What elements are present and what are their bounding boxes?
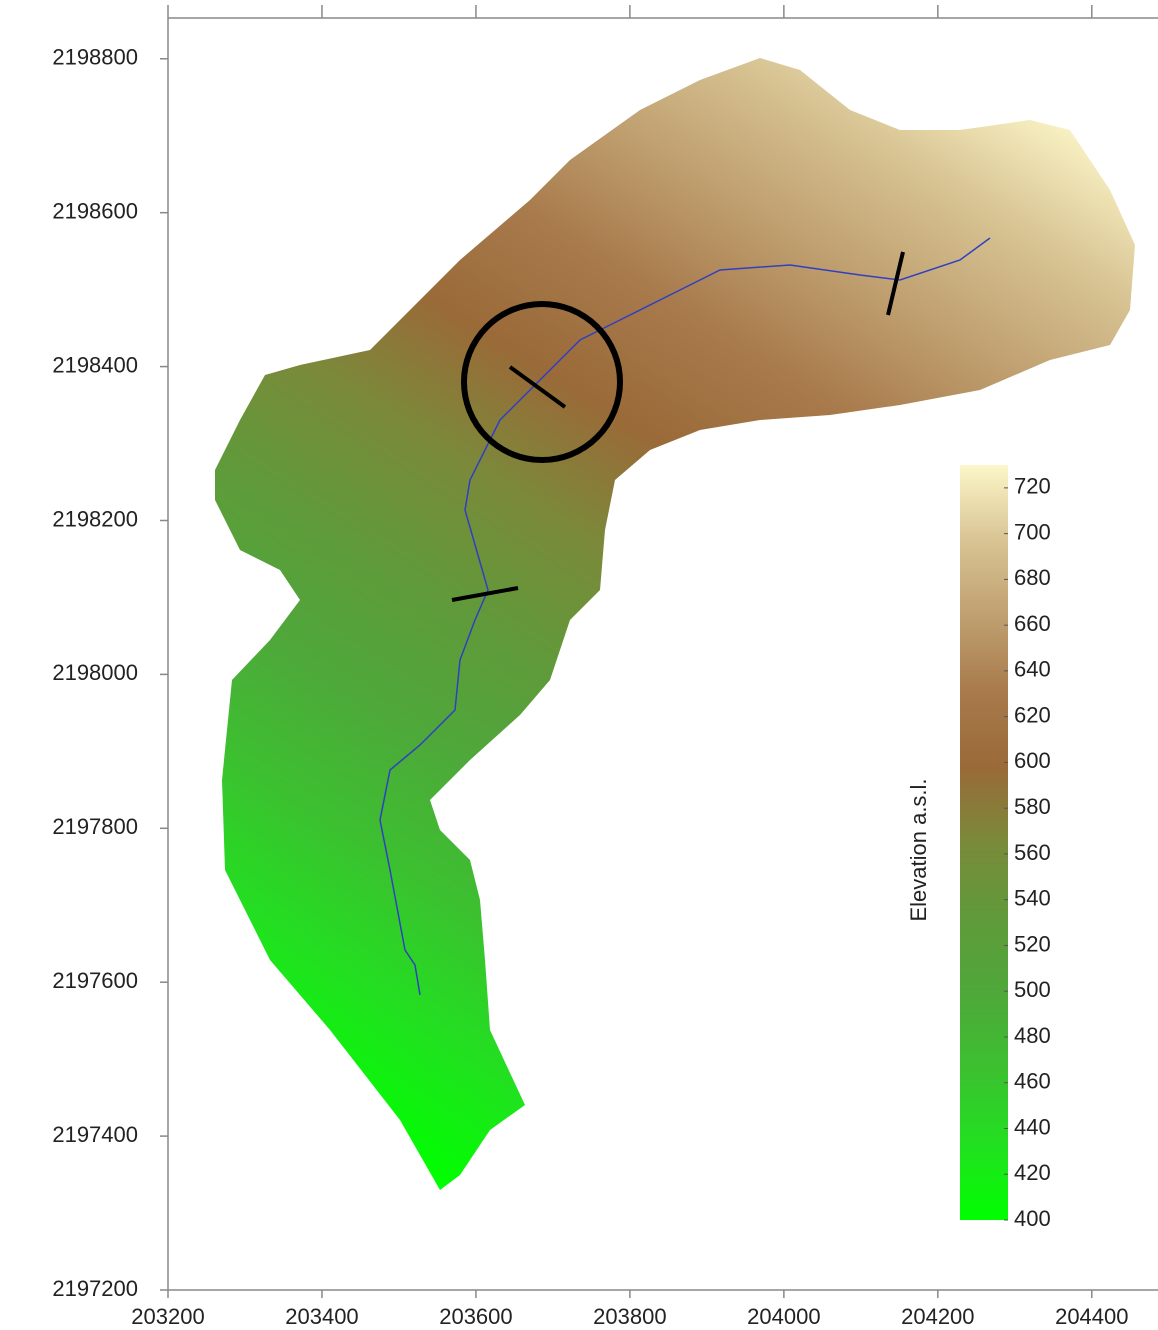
colorbar-tick-label: 640 bbox=[1014, 657, 1051, 682]
colorbar-tick-label: 660 bbox=[1014, 611, 1051, 636]
x-tick-label: 203800 bbox=[593, 1304, 666, 1329]
y-tick-label: 2198800 bbox=[52, 45, 138, 70]
y-tick-label: 2197200 bbox=[52, 1276, 138, 1301]
x-tick-label: 204000 bbox=[747, 1304, 820, 1329]
x-tick-label: 203200 bbox=[131, 1304, 204, 1329]
colorbar-tick-label: 540 bbox=[1014, 886, 1051, 911]
x-tick-label: 204400 bbox=[1055, 1304, 1128, 1329]
x-tick-label: 203600 bbox=[439, 1304, 512, 1329]
colorbar-tick-label: 400 bbox=[1014, 1206, 1051, 1231]
colorbar-tick-label: 440 bbox=[1014, 1114, 1051, 1139]
cross-section bbox=[451, 586, 519, 602]
x-tick-label: 204200 bbox=[901, 1304, 974, 1329]
colorbar-tick-label: 620 bbox=[1014, 702, 1051, 727]
colorbar-tick-label: 580 bbox=[1014, 794, 1051, 819]
y-tick-label: 2197400 bbox=[52, 1122, 138, 1147]
colorbar-tick-label: 700 bbox=[1014, 519, 1051, 544]
terrain bbox=[215, 58, 1135, 1190]
colorbar bbox=[960, 465, 1008, 1220]
colorbar-tick-label: 500 bbox=[1014, 977, 1051, 1002]
x-tick-label: 203400 bbox=[285, 1304, 358, 1329]
colorbar-tick-label: 680 bbox=[1014, 565, 1051, 590]
cross-section bbox=[886, 251, 905, 316]
y-tick-label: 2197600 bbox=[52, 968, 138, 993]
cross-section bbox=[508, 365, 567, 409]
colorbar-tick-label: 600 bbox=[1014, 748, 1051, 773]
colorbar-tick-label: 460 bbox=[1014, 1069, 1051, 1094]
highlight-circle bbox=[461, 301, 623, 463]
colorbar-tick-label: 480 bbox=[1014, 1023, 1051, 1048]
colorbar-tick-label: 720 bbox=[1014, 474, 1051, 499]
colorbar-tick-label: 560 bbox=[1014, 840, 1051, 865]
y-tick-label: 2198200 bbox=[52, 506, 138, 531]
colorbar-tick-label: 420 bbox=[1014, 1160, 1051, 1185]
colorbar-label: Elevation a.s.l. bbox=[906, 778, 931, 921]
y-tick-label: 2198600 bbox=[52, 198, 138, 223]
y-tick-label: 2198000 bbox=[52, 660, 138, 685]
river bbox=[379, 237, 991, 996]
colorbar-tick-label: 520 bbox=[1014, 931, 1051, 956]
y-tick-label: 2197800 bbox=[52, 814, 138, 839]
y-tick-label: 2198400 bbox=[52, 352, 138, 377]
